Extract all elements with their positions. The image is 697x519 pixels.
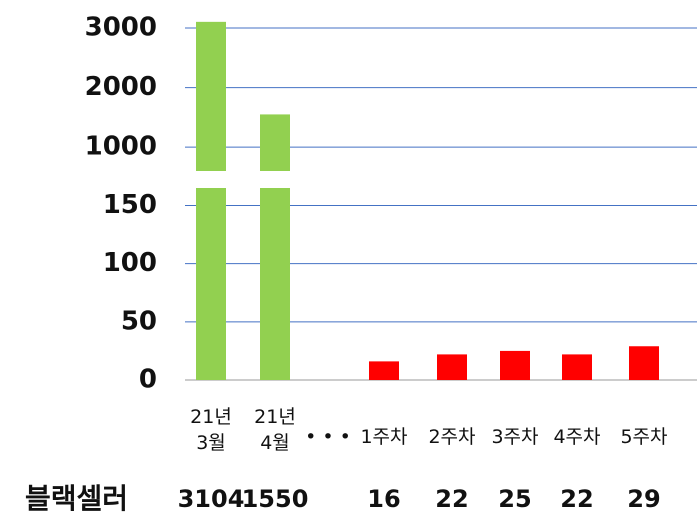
bar bbox=[500, 350, 530, 380]
x-tick-label: 21년 3월 bbox=[190, 406, 232, 454]
x-tick-label: 3주차 bbox=[491, 426, 539, 448]
y-tick-label: 2000 bbox=[85, 72, 157, 102]
y-tick-label: 3000 bbox=[85, 13, 157, 43]
y-tick-label: 50 bbox=[121, 306, 157, 336]
bar bbox=[437, 354, 467, 380]
bar bbox=[369, 361, 399, 380]
x-tick-label: 4주차 bbox=[553, 426, 601, 448]
bar bbox=[196, 21, 226, 172]
y-tick-label: 150 bbox=[103, 190, 157, 220]
bar bbox=[629, 346, 659, 380]
bar bbox=[260, 188, 290, 380]
x-tick-label: 2주차 bbox=[428, 426, 476, 448]
value-label: 3104 bbox=[178, 485, 245, 513]
x-tick-label: 1주차 bbox=[360, 426, 408, 448]
bar bbox=[196, 188, 226, 380]
value-label: 22 bbox=[560, 485, 593, 513]
value-label: 25 bbox=[498, 485, 531, 513]
legend-label: 블랙셀러 bbox=[25, 482, 128, 515]
y-tick-label: 1000 bbox=[85, 132, 157, 162]
x-tick-label: • • • bbox=[305, 426, 351, 448]
y-tick-label: 100 bbox=[103, 248, 157, 278]
x-tick-label: 5주차 bbox=[620, 426, 668, 448]
value-label: 22 bbox=[435, 485, 468, 513]
y-tick-label: 0 bbox=[139, 365, 157, 395]
value-label: 1550 bbox=[242, 485, 309, 513]
value-label: 16 bbox=[367, 485, 400, 513]
x-tick-label: 21년 4월 bbox=[254, 406, 296, 454]
bar bbox=[260, 114, 290, 171]
value-label: 29 bbox=[627, 485, 660, 513]
bar bbox=[562, 354, 592, 380]
